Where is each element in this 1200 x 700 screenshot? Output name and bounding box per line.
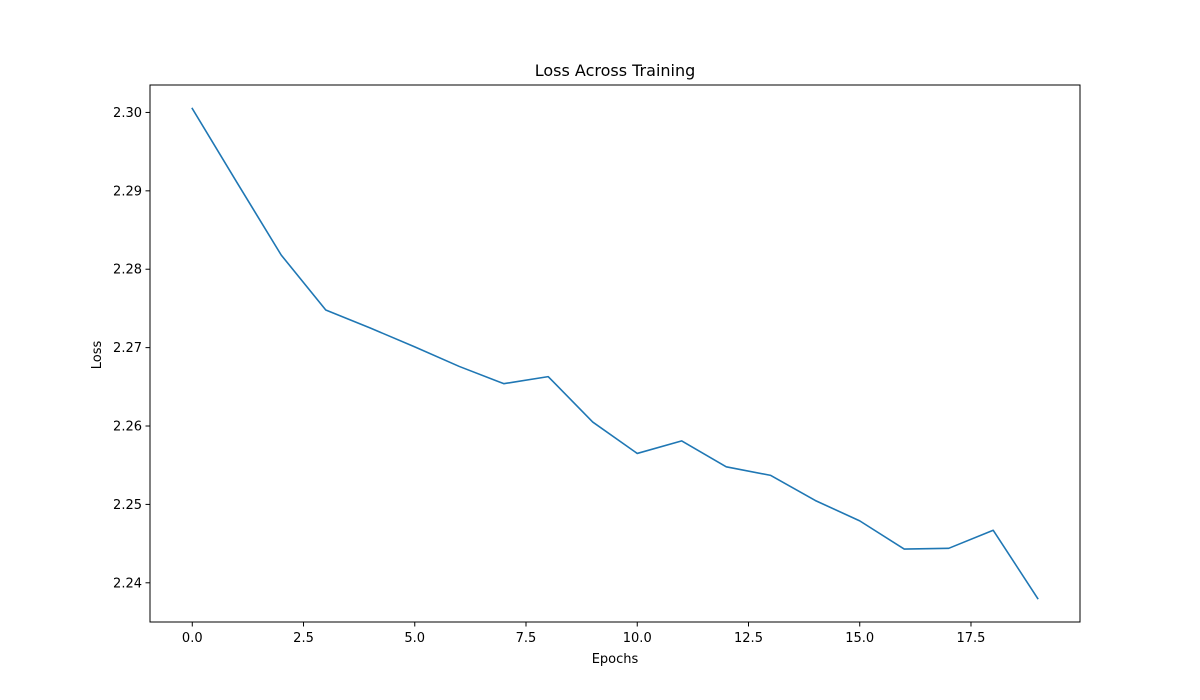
y-tick-label: 2.24 bbox=[113, 576, 142, 591]
x-tick-label: 0.0 bbox=[182, 631, 203, 646]
chart-title: Loss Across Training bbox=[535, 61, 696, 80]
axis-ticks: 0.0 2.5 5.0 7.5 10.0 12.5 15.0 17.5 2.24 2.25 2.26… bbox=[113, 106, 985, 646]
axes-frame bbox=[149, 84, 1081, 623]
x-tick-label: 5.0 bbox=[404, 631, 425, 646]
y-tick-label: 2.27 bbox=[113, 341, 142, 356]
y-tick-label: 2.29 bbox=[113, 184, 142, 199]
x-tick-label: 17.5 bbox=[957, 631, 986, 646]
y-tick-label: 2.25 bbox=[113, 498, 142, 513]
y-tick-label: 2.26 bbox=[113, 420, 142, 435]
y-axis-label: Loss bbox=[90, 341, 105, 370]
plot-area bbox=[149, 84, 1081, 623]
series-line-0 bbox=[191, 107, 1039, 600]
x-tick-label: 15.0 bbox=[845, 631, 874, 646]
y-tick-label: 2.28 bbox=[113, 263, 142, 278]
x-tick-label: 2.5 bbox=[293, 631, 314, 646]
x-tick-label: 12.5 bbox=[734, 631, 763, 646]
x-tick-label: 7.5 bbox=[516, 631, 537, 646]
y-tick-label: 2.30 bbox=[113, 106, 142, 121]
x-tick-label: 10.0 bbox=[623, 631, 652, 646]
x-axis-label: Epochs bbox=[592, 652, 639, 667]
